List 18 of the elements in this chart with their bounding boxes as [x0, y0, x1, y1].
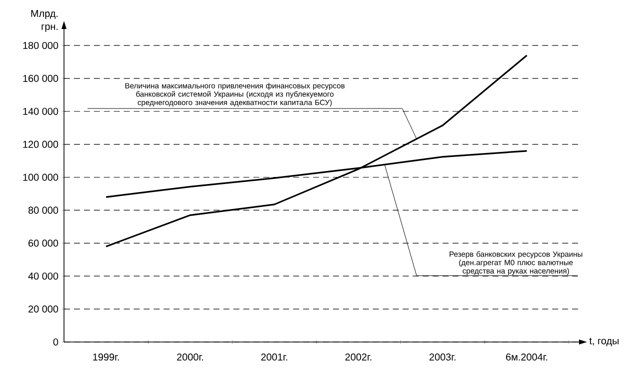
y-tick-label: 100 000: [23, 174, 58, 181]
y-tick-label: 80 000: [28, 206, 58, 214]
y-tick-label: 60 000: [28, 240, 58, 247]
y-tick-label: 140 000: [23, 108, 58, 115]
x-tick-label: 2002г.: [345, 353, 372, 361]
y-axis-title: Млрд. грн.: [31, 10, 58, 32]
x-tick-label: 2001г.: [261, 353, 288, 361]
x-tick-label: 2000г.: [177, 353, 203, 361]
y-tick-label: 40 000: [28, 272, 58, 280]
x-tick-label: 1999г.: [93, 353, 119, 361]
x-tick-label: 2003г.: [430, 353, 456, 361]
y-tick-label: 160 000: [23, 74, 58, 82]
y-tick-label: 20 000: [28, 306, 58, 313]
y-tick-label: 0: [53, 338, 58, 346]
x-tick-label: 6м.2004г.: [506, 353, 548, 361]
y-tick-label: 120 000: [23, 140, 58, 148]
x-axis-title: t, годы: [589, 338, 619, 346]
y-tick-label: 180 000: [23, 42, 58, 49]
